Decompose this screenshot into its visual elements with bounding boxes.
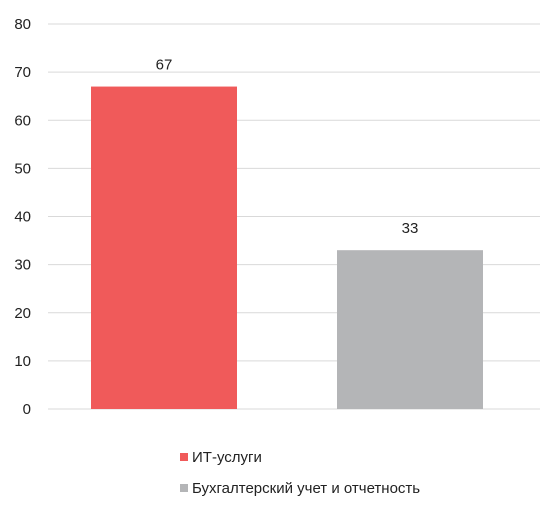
legend-swatch-it-services <box>180 453 188 461</box>
y-tick-label-60: 60 <box>14 112 31 129</box>
legend-item-accounting: Бухгалтерский учет и отчетность <box>180 478 420 498</box>
chart-plot-area: 0 10 20 30 40 50 60 70 80 67 33 <box>14 16 540 418</box>
y-tick-label-40: 40 <box>14 209 31 226</box>
legend-label-accounting: Бухгалтерский учет и отчетность <box>192 479 421 497</box>
y-tick-label-30: 30 <box>14 257 31 274</box>
bar-chart: 0 10 20 30 40 50 60 70 80 67 33 ИТ-услуги Бухгалте… <box>14 16 540 497</box>
y-tick-label-70: 70 <box>14 64 31 81</box>
legend-item-it-services: ИТ-услуги <box>180 447 420 467</box>
bar-accounting <box>337 250 483 409</box>
y-tick-label-0: 0 <box>23 401 31 418</box>
y-tick-label-50: 50 <box>14 160 31 177</box>
y-tick-label-20: 20 <box>14 305 31 322</box>
data-label-it-services: 67 <box>156 57 173 74</box>
data-label-accounting: 33 <box>402 220 419 237</box>
chart-legend: ИТ-услуги Бухгалтерский учет и отчетност… <box>180 447 420 509</box>
legend-swatch-accounting <box>180 484 188 492</box>
legend-label-it-services: ИТ-услуги <box>192 448 262 466</box>
y-tick-label-10: 10 <box>14 353 31 370</box>
bar-it-services <box>91 86 237 409</box>
y-tick-label-80: 80 <box>14 16 31 33</box>
